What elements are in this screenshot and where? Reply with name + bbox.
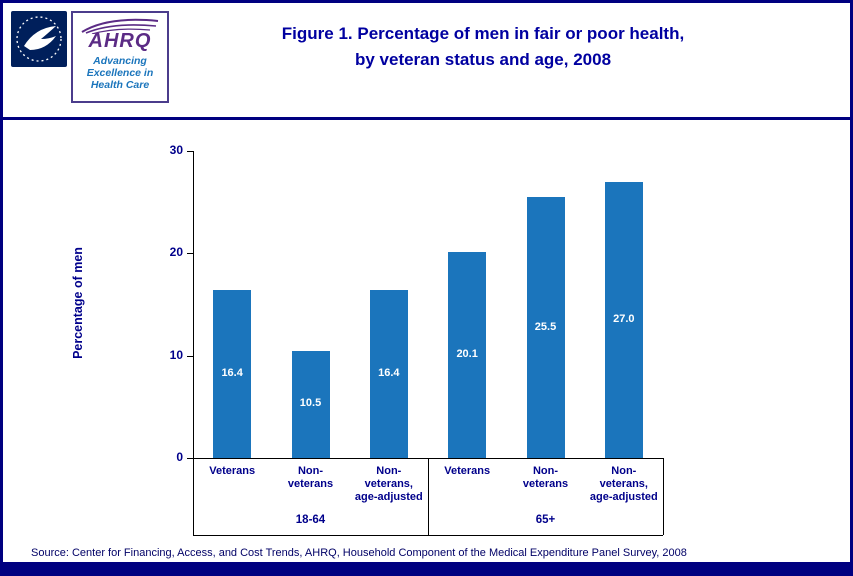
bar-veterans (213, 290, 252, 458)
hhs-eagle-icon (11, 11, 67, 67)
category-box-bottom (193, 535, 663, 536)
bar-non-veterans-age-adjusted (369, 290, 408, 458)
header-divider (3, 117, 850, 120)
bar-value-label: 16.4 (378, 367, 400, 380)
bar-value-label: 20.1 (456, 348, 478, 361)
bar-value-label: 27.0 (613, 312, 635, 325)
bar-non-veterans-age-adjusted (604, 181, 643, 458)
category-box-divider (428, 458, 429, 535)
ahrq-tagline: Advancing Excellence in Health Care (86, 55, 154, 91)
bar-non-veterans (526, 197, 565, 458)
bar-veterans (448, 252, 487, 458)
y-tick-label: 20 (169, 245, 183, 260)
x-category-label: Non- veterans (522, 465, 569, 490)
x-category-label: Non- veterans (287, 465, 334, 490)
y-axis-label: Percentage of men (71, 247, 85, 359)
x-category-label: Non- veterans, age-adjusted (589, 465, 658, 503)
y-tick-label: 10 (169, 347, 183, 362)
group-label-65-: 65+ (535, 514, 556, 526)
y-axis-line (193, 151, 194, 458)
bar-value-label: 16.4 (221, 367, 243, 380)
bar-value-label: 25.5 (534, 320, 557, 333)
ahrq-logo-text: AHRQ (88, 30, 152, 52)
x-category-label: Veterans (209, 465, 256, 477)
bar-non-veterans (291, 350, 330, 458)
y-tick-mark (187, 253, 193, 255)
figure-title: Figure 1. Percentage of men in fair or p… (183, 21, 783, 73)
figure-title-line1: Figure 1. Percentage of men in fair or p… (281, 24, 685, 43)
y-tick-label: 30 (169, 143, 183, 157)
source-note: Source: Center for Financing, Access, an… (31, 547, 687, 559)
group-label-18-64: 18-64 (295, 514, 326, 526)
y-tick-label: 0 (176, 450, 183, 464)
category-box-divider (663, 458, 664, 535)
bar-value-label: 10.5 (299, 397, 322, 410)
bottom-bar (3, 562, 850, 573)
y-tick-mark (187, 151, 193, 152)
ahrq-logo: AHRQ Advancing Excellence in Health Care (71, 11, 169, 103)
bar-chart: Percentage of men 0 10 20 30 16.4 Veterans 10.… (3, 3, 850, 573)
category-box-divider (193, 458, 194, 535)
y-tick-mark (187, 458, 193, 459)
figure-title-line2: by veteran status and age, 2008 (354, 50, 612, 69)
y-tick-mark (187, 355, 193, 357)
hhs-logo (11, 11, 67, 67)
ahrq-eagle-strokes-icon (81, 18, 159, 34)
x-category-label: Veterans (444, 465, 491, 477)
x-category-label: Non- veterans, age-adjusted (354, 465, 423, 503)
